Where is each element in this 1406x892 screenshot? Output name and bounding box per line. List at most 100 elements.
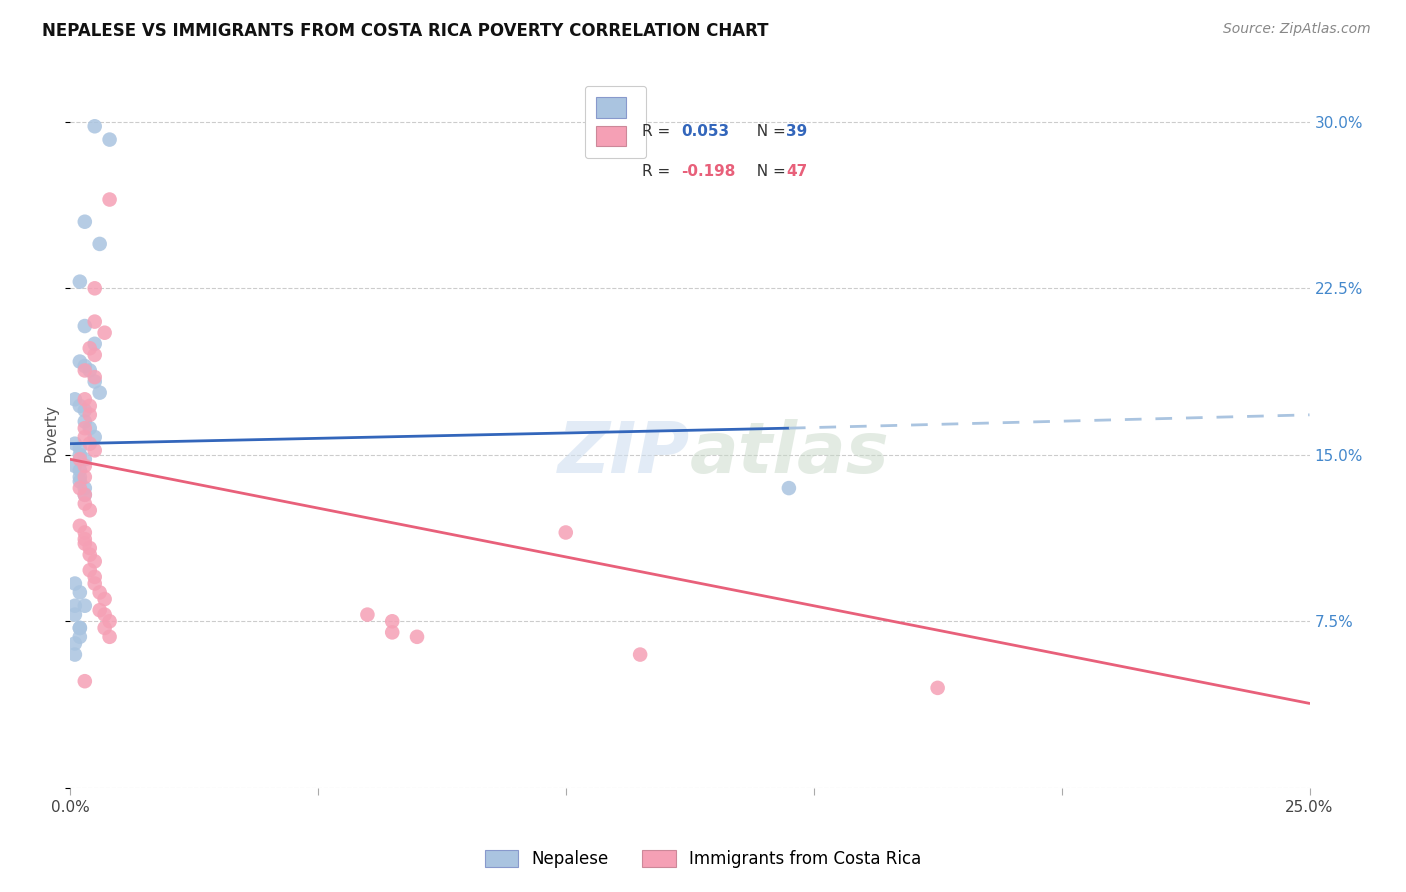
Legend: Nepalese, Immigrants from Costa Rica: Nepalese, Immigrants from Costa Rica bbox=[478, 843, 928, 875]
Point bbox=[69, 354, 91, 368]
Point bbox=[69, 448, 91, 462]
Text: ZIP: ZIP bbox=[557, 419, 690, 489]
Point bbox=[63, 648, 86, 662]
Point bbox=[79, 503, 101, 517]
Point bbox=[63, 607, 86, 622]
Point bbox=[628, 648, 651, 662]
Point bbox=[79, 563, 101, 577]
Point bbox=[98, 630, 121, 644]
Point bbox=[83, 370, 105, 384]
Text: NEPALESE VS IMMIGRANTS FROM COSTA RICA POVERTY CORRELATION CHART: NEPALESE VS IMMIGRANTS FROM COSTA RICA P… bbox=[42, 22, 769, 40]
Point bbox=[73, 532, 96, 546]
Point bbox=[79, 408, 101, 422]
Point bbox=[93, 592, 115, 607]
Point bbox=[79, 541, 101, 555]
Point bbox=[69, 470, 91, 484]
Point bbox=[73, 470, 96, 484]
Point bbox=[554, 525, 576, 540]
Point bbox=[63, 458, 86, 473]
Point bbox=[83, 554, 105, 568]
Point bbox=[83, 336, 105, 351]
Text: N =: N = bbox=[747, 124, 790, 139]
Point bbox=[73, 536, 96, 550]
Legend: , : , bbox=[585, 86, 647, 158]
Point bbox=[79, 436, 101, 450]
Point bbox=[73, 392, 96, 407]
Point bbox=[927, 681, 949, 695]
Point bbox=[83, 120, 105, 134]
Point bbox=[73, 430, 96, 444]
Point bbox=[69, 621, 91, 635]
Point bbox=[356, 607, 378, 622]
Point bbox=[69, 463, 91, 477]
Point bbox=[98, 132, 121, 146]
Point bbox=[73, 497, 96, 511]
Point bbox=[83, 576, 105, 591]
Point bbox=[83, 281, 105, 295]
Point bbox=[73, 488, 96, 502]
Text: R =: R = bbox=[641, 164, 675, 179]
Point bbox=[69, 452, 91, 467]
Point bbox=[89, 585, 111, 599]
Point bbox=[69, 475, 91, 489]
Point bbox=[73, 674, 96, 689]
Point bbox=[73, 488, 96, 502]
Text: N =: N = bbox=[747, 164, 790, 179]
Point bbox=[79, 421, 101, 435]
Point bbox=[69, 585, 91, 599]
Point bbox=[73, 452, 96, 467]
Point bbox=[79, 363, 101, 377]
Y-axis label: Poverty: Poverty bbox=[44, 403, 58, 461]
Point bbox=[406, 630, 429, 644]
Point bbox=[73, 319, 96, 334]
Point bbox=[381, 625, 404, 640]
Point bbox=[63, 392, 86, 407]
Point bbox=[69, 518, 91, 533]
Point bbox=[83, 570, 105, 584]
Point bbox=[63, 599, 86, 613]
Point bbox=[98, 193, 121, 207]
Point bbox=[79, 399, 101, 413]
Point bbox=[89, 385, 111, 400]
Point bbox=[83, 315, 105, 329]
Point bbox=[73, 215, 96, 229]
Point bbox=[83, 443, 105, 458]
Point bbox=[69, 621, 91, 635]
Point bbox=[63, 636, 86, 650]
Point bbox=[69, 399, 91, 413]
Point bbox=[73, 525, 96, 540]
Text: 0.053: 0.053 bbox=[681, 124, 730, 139]
Point bbox=[73, 421, 96, 435]
Point bbox=[93, 607, 115, 622]
Point bbox=[69, 275, 91, 289]
Point bbox=[89, 236, 111, 251]
Text: -0.198: -0.198 bbox=[681, 164, 735, 179]
Point bbox=[93, 326, 115, 340]
Point bbox=[73, 458, 96, 473]
Point bbox=[63, 436, 86, 450]
Point bbox=[778, 481, 800, 495]
Point bbox=[83, 348, 105, 362]
Point bbox=[73, 403, 96, 417]
Point bbox=[79, 548, 101, 562]
Point bbox=[63, 576, 86, 591]
Point bbox=[73, 481, 96, 495]
Point bbox=[73, 359, 96, 373]
Text: atlas: atlas bbox=[690, 419, 890, 489]
Point bbox=[73, 415, 96, 429]
Text: 47: 47 bbox=[786, 164, 807, 179]
Point bbox=[83, 430, 105, 444]
Point bbox=[73, 599, 96, 613]
Point bbox=[98, 614, 121, 628]
Point bbox=[73, 363, 96, 377]
Point bbox=[93, 621, 115, 635]
Point bbox=[69, 630, 91, 644]
Point bbox=[83, 375, 105, 389]
Point bbox=[79, 341, 101, 355]
Point bbox=[381, 614, 404, 628]
Point bbox=[69, 441, 91, 455]
Text: R =: R = bbox=[641, 124, 675, 139]
Point bbox=[89, 603, 111, 617]
Text: Source: ZipAtlas.com: Source: ZipAtlas.com bbox=[1223, 22, 1371, 37]
Text: 39: 39 bbox=[786, 124, 807, 139]
